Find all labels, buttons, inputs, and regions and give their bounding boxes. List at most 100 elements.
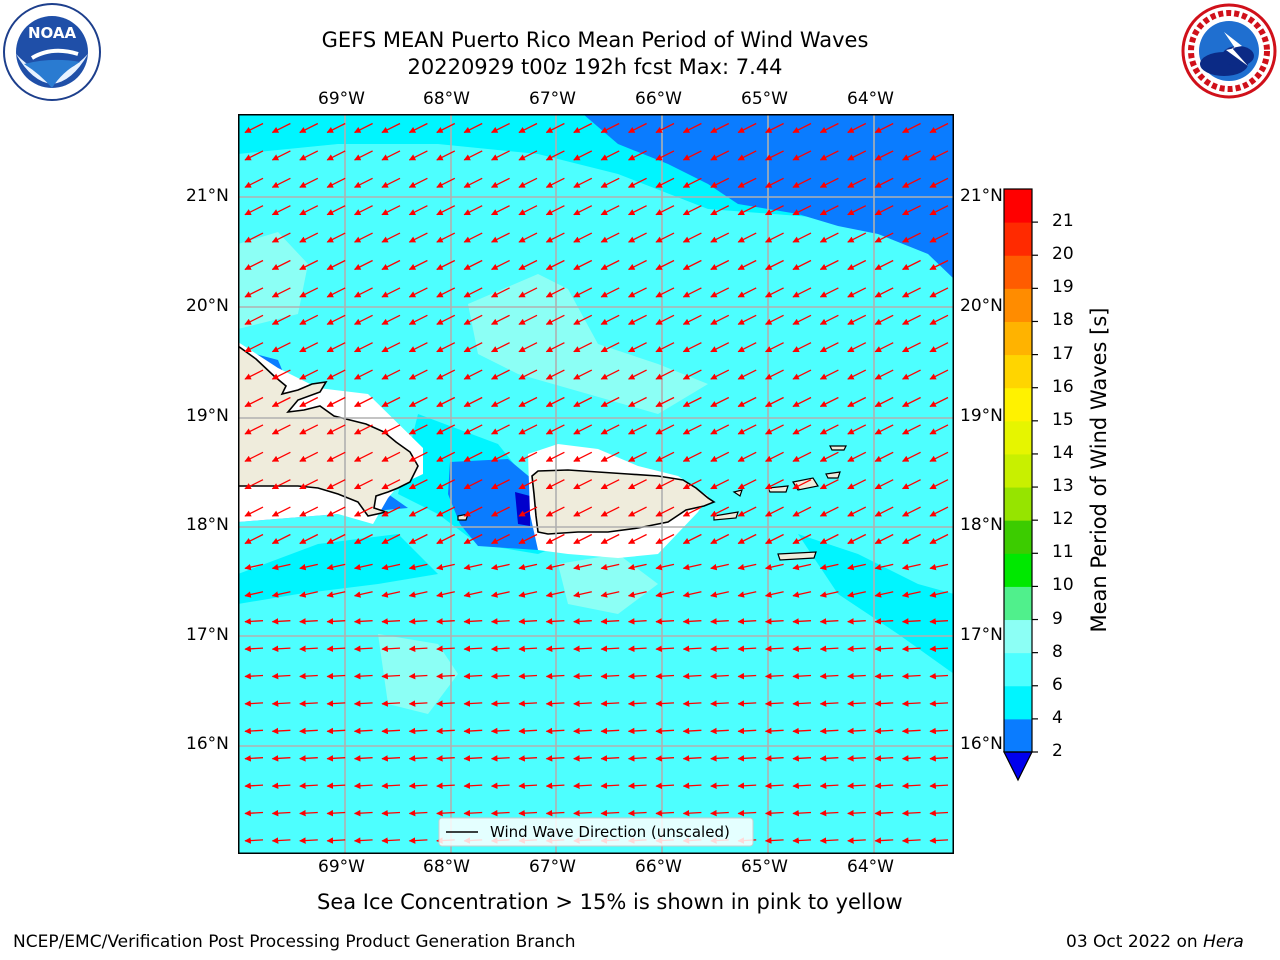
colorbar-tick-label: 20 — [1052, 244, 1074, 265]
wind-wave-arrow — [573, 314, 593, 325]
lat-label-right: 21°N — [960, 186, 1003, 206]
wind-wave-arrow — [326, 369, 346, 380]
wind-wave-arrow — [545, 479, 565, 490]
wind-wave-arrow — [929, 287, 949, 298]
wind-wave-arrow — [354, 479, 373, 490]
wind-wave-arrow — [737, 533, 757, 545]
wind-wave-arrow — [271, 809, 291, 817]
wind-wave-arrow — [518, 672, 538, 680]
wind-wave-arrow — [737, 424, 757, 435]
colorbar-segment — [1004, 487, 1032, 521]
wind-wave-arrow — [682, 672, 702, 680]
wind-wave-arrow — [491, 205, 510, 216]
wind-wave-arrow — [436, 809, 455, 817]
wind-wave-arrow — [929, 122, 949, 134]
wind-wave-arrow — [819, 369, 839, 380]
wind-wave-arrow — [518, 700, 538, 707]
wind-wave-arrow — [902, 451, 921, 462]
wind-wave-arrow — [299, 424, 319, 435]
wind-wave-arrow — [600, 396, 620, 408]
wind-wave-arrow — [819, 150, 839, 161]
wind-wave-arrow — [545, 342, 565, 353]
wind-wave-arrow — [847, 177, 867, 188]
lon-label-top: 65°W — [741, 89, 788, 109]
wind-wave-arrow — [490, 645, 510, 653]
nws-logo — [1180, 2, 1278, 100]
wind-wave-arrow — [682, 396, 702, 408]
wind-wave-arrow — [436, 727, 455, 735]
wind-wave-arrow — [244, 672, 264, 680]
wind-wave-arrow — [354, 506, 373, 517]
wind-wave-arrow — [627, 618, 647, 625]
wind-wave-arrow — [518, 424, 538, 435]
wind-wave-arrow — [490, 672, 510, 680]
wind-wave-arrow — [545, 205, 565, 216]
wind-wave-arrow — [600, 782, 620, 790]
wind-wave-arrow — [737, 645, 757, 653]
wind-wave-arrow — [463, 563, 483, 571]
map-panel: Wind Wave Direction (unscaled) — [238, 114, 954, 854]
wind-wave-arrow — [463, 369, 483, 380]
wind-wave-arrow — [354, 232, 373, 243]
period-band-darkblue — [515, 492, 530, 526]
wind-wave-arrow — [655, 122, 675, 134]
wind-wave-arrow — [573, 727, 592, 735]
lat-label-left: 19°N — [186, 406, 229, 426]
wind-wave-arrow — [354, 259, 373, 271]
wind-wave-arrow — [600, 672, 620, 680]
wind-wave-arrow — [737, 727, 757, 735]
wind-wave-arrow — [819, 645, 839, 653]
colorbar-segment — [1004, 222, 1032, 256]
lat-label-right: 17°N — [960, 625, 1003, 645]
wind-wave-arrow — [710, 177, 730, 188]
wind-wave-arrow — [902, 232, 921, 243]
wind-wave-arrow — [545, 424, 565, 435]
wind-wave-arrow — [271, 533, 291, 545]
wind-wave-arrow — [299, 506, 319, 517]
wind-wave-arrow — [847, 205, 867, 216]
wind-wave-arrow — [436, 150, 456, 161]
wind-wave-arrow — [902, 479, 921, 490]
wind-wave-arrow — [600, 809, 620, 817]
wind-wave-arrow — [491, 396, 510, 408]
wind-wave-arrow — [436, 755, 455, 762]
wind-wave-arrow — [436, 122, 456, 134]
wind-wave-arrow — [819, 479, 839, 490]
wind-wave-arrow — [326, 591, 346, 598]
wind-wave-arrow — [847, 342, 867, 353]
noaa-logo: NOAA — [2, 2, 102, 102]
wind-wave-arrow — [573, 122, 593, 134]
wind-wave-arrow — [326, 563, 346, 571]
wind-wave-arrow — [408, 700, 428, 707]
wind-wave-arrow — [573, 287, 593, 298]
wind-wave-arrow — [354, 122, 373, 134]
colorbar-tick-label: 2 — [1052, 741, 1063, 761]
wind-wave-arrow — [819, 809, 839, 817]
wind-wave-arrow — [299, 259, 319, 271]
wind-wave-arrow — [847, 150, 867, 161]
wind-wave-arrow — [573, 533, 593, 545]
wind-wave-arrow — [682, 618, 702, 625]
wind-wave-arrow — [573, 150, 593, 161]
colorbar-tick-label: 21 — [1052, 211, 1074, 232]
colorbar-tick-label: 16 — [1052, 376, 1074, 397]
wind-wave-arrow — [408, 563, 428, 571]
wind-wave-arrow — [545, 396, 565, 408]
wind-wave-arrow — [244, 618, 264, 625]
wind-wave-arrow — [326, 479, 346, 490]
wind-wave-arrow — [874, 645, 894, 653]
footer-branch: NCEP/EMC/Verification Post Processing Pr… — [13, 932, 576, 952]
wind-wave-arrow — [874, 672, 894, 680]
wind-wave-arrow — [682, 314, 702, 325]
wind-wave-arrow — [902, 122, 921, 134]
wind-wave-arrow — [518, 369, 538, 380]
colorbar-tick-label: 4 — [1052, 707, 1063, 728]
wind-wave-arrow — [929, 506, 949, 517]
wind-wave-arrow — [353, 782, 373, 790]
colorbar-tick-label: 11 — [1052, 542, 1074, 563]
wind-wave-arrow — [381, 396, 401, 408]
wind-wave-arrow — [381, 837, 401, 844]
wind-wave-arrow — [819, 232, 839, 243]
wind-wave-arrow — [929, 727, 949, 735]
wind-wave-arrow — [518, 618, 538, 625]
